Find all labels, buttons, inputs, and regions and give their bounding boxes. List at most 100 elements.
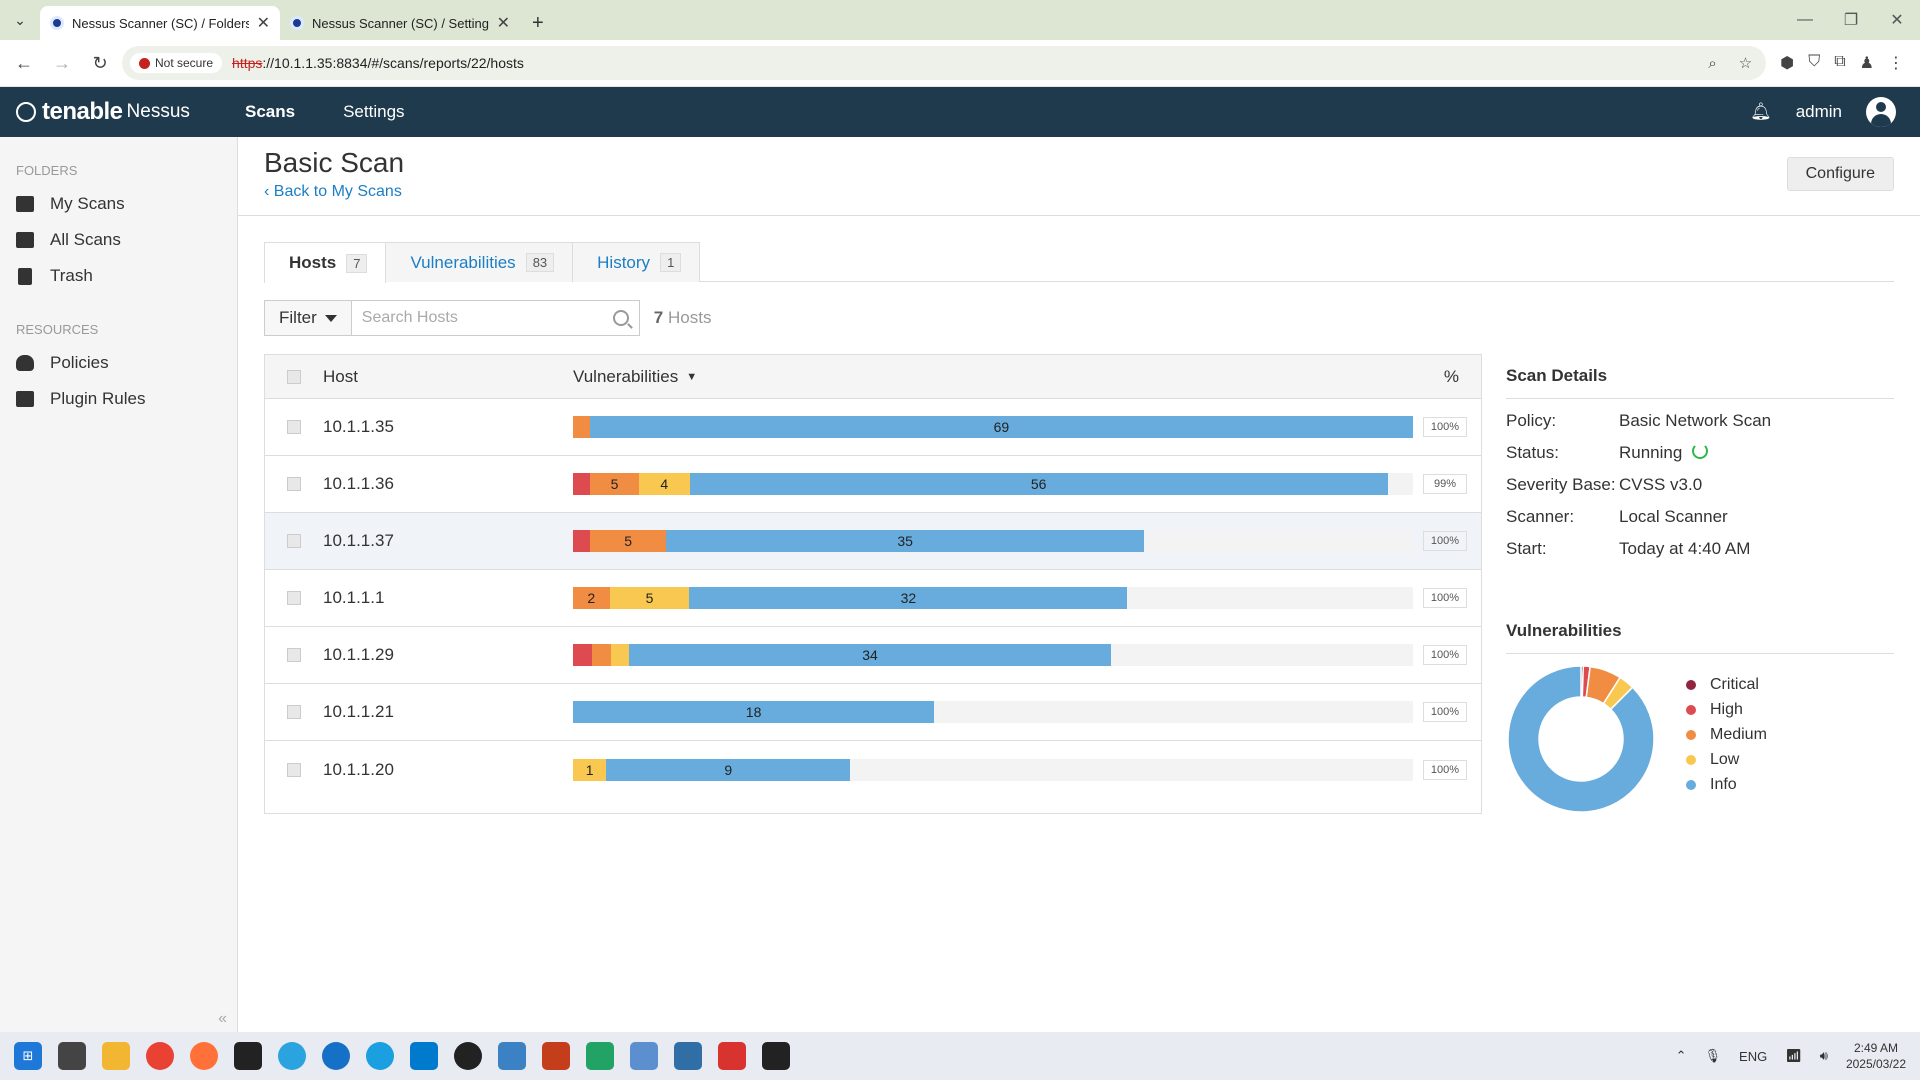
host-ip[interactable]: 10.1.1.36 xyxy=(323,474,394,493)
column-host[interactable]: Host xyxy=(323,366,358,386)
docker-icon[interactable] xyxy=(366,1042,394,1070)
filter-button[interactable]: Filter xyxy=(264,300,352,336)
sidebar-item-my-scans[interactable]: My Scans xyxy=(0,186,237,222)
bar-segment-info[interactable]: 35 xyxy=(666,530,1145,552)
wireshark-icon[interactable] xyxy=(322,1042,350,1070)
vulnerability-bar[interactable]: 69 xyxy=(573,416,1413,438)
bar-segment-info[interactable]: 56 xyxy=(689,473,1388,495)
legend-item[interactable]: High xyxy=(1686,697,1767,722)
donut-slice-info[interactable] xyxy=(1507,665,1655,813)
bar-segment-info[interactable]: 34 xyxy=(629,644,1111,666)
column-vulnerabilities[interactable]: Vulnerabilities ▼ xyxy=(573,366,698,386)
bar-segment-medium[interactable] xyxy=(591,644,611,666)
bar-segment-medium[interactable]: 5 xyxy=(590,473,639,495)
menu-dots-icon[interactable]: ⋮ xyxy=(1888,55,1904,72)
app-icon[interactable] xyxy=(498,1042,526,1070)
url-text[interactable]: https://10.1.1.35:8834/#/scans/reports/2… xyxy=(232,55,524,71)
cmd-icon[interactable] xyxy=(762,1042,790,1070)
bar-segment-high[interactable] xyxy=(573,644,592,666)
bar-segment-medium[interactable]: 5 xyxy=(590,530,667,552)
bar-segment-medium[interactable] xyxy=(573,416,590,438)
row-checkbox[interactable] xyxy=(287,534,301,548)
lang-indicator[interactable]: ENG xyxy=(1739,1048,1768,1064)
zoom-icon[interactable]: ⌕ xyxy=(1708,54,1717,72)
vscode-icon[interactable] xyxy=(410,1042,438,1070)
collapse-sidebar-icon[interactable]: « xyxy=(218,1010,227,1027)
sidebar-item-policies[interactable]: Policies xyxy=(0,345,237,381)
bar-segment-high[interactable] xyxy=(573,473,591,495)
close-tab-icon[interactable]: ✕ xyxy=(496,15,510,32)
table-row[interactable]: 10.1.1.29 34 100% xyxy=(265,627,1481,684)
column-percent[interactable]: % xyxy=(1443,366,1459,386)
legend-item[interactable]: Critical xyxy=(1686,672,1767,697)
nav-scans[interactable]: Scans xyxy=(245,102,296,121)
bell-icon[interactable]: 🔔︎ xyxy=(1750,102,1772,121)
close-window-icon[interactable]: ✕ xyxy=(1890,12,1904,29)
mic-icon[interactable]: 🎙︎ xyxy=(1704,1048,1722,1063)
bar-segment-medium[interactable]: 2 xyxy=(573,587,610,609)
file-explorer-icon[interactable] xyxy=(102,1042,130,1070)
powerpoint-icon[interactable] xyxy=(542,1042,570,1070)
row-checkbox[interactable] xyxy=(287,705,301,719)
row-checkbox[interactable] xyxy=(287,420,301,434)
row-checkbox[interactable] xyxy=(287,477,301,491)
github-icon[interactable] xyxy=(454,1042,482,1070)
search-icon[interactable] xyxy=(612,310,629,326)
bar-segment-info[interactable]: 69 xyxy=(589,416,1413,438)
chrome-icon[interactable] xyxy=(146,1042,174,1070)
vulnerability-bar[interactable]: 5 35 xyxy=(573,530,1413,552)
bar-segment-info[interactable]: 18 xyxy=(573,701,935,723)
wifi-icon[interactable]: 📶︎ xyxy=(1785,1048,1802,1063)
host-ip[interactable]: 10.1.1.37 xyxy=(323,531,394,550)
start-icon[interactable]: ⊞ xyxy=(14,1042,42,1070)
host-ip[interactable]: 10.1.1.35 xyxy=(323,417,394,436)
configure-button[interactable]: Configure xyxy=(1786,157,1894,191)
bar-segment-low[interactable] xyxy=(610,644,630,666)
bar-segment-info[interactable]: 32 xyxy=(689,587,1128,609)
browser-tab-settings[interactable]: Nessus Scanner (SC) / Settings ✕ xyxy=(280,6,520,40)
legend-item[interactable]: Low xyxy=(1686,747,1767,772)
terminal-icon[interactable] xyxy=(234,1042,262,1070)
vulnerability-bar[interactable]: 18 xyxy=(573,701,1413,723)
bar-segment-low[interactable]: 4 xyxy=(638,473,690,495)
vulnerability-bar[interactable]: 34 xyxy=(573,644,1413,666)
tab-hosts[interactable]: Hosts 7 xyxy=(264,242,387,283)
task-view-icon[interactable] xyxy=(58,1042,86,1070)
app-icon[interactable] xyxy=(718,1042,746,1070)
legend-item[interactable]: Info xyxy=(1686,772,1767,797)
vulnerability-bar[interactable]: 2 5 32 xyxy=(573,587,1413,609)
back-link[interactable]: ‹ Back to My Scans xyxy=(264,183,402,200)
table-row[interactable]: 10.1.1.35 69 100% xyxy=(265,399,1481,456)
search-hosts-input[interactable] xyxy=(361,309,613,327)
shield-icon[interactable]: ⛉ xyxy=(1808,53,1821,70)
volume-icon[interactable]: 🔊︎ xyxy=(1819,1048,1828,1063)
omnibox[interactable]: Not secure https://10.1.1.35:8834/#/scan… xyxy=(122,46,1767,80)
app-icon[interactable] xyxy=(586,1042,614,1070)
telegram-icon[interactable] xyxy=(278,1042,306,1070)
user-name[interactable]: admin xyxy=(1795,102,1842,121)
legend-item[interactable]: Medium xyxy=(1686,722,1767,747)
bar-segment-low[interactable]: 1 xyxy=(573,758,607,781)
table-row[interactable]: 10.1.1.20 1 9 100% xyxy=(265,741,1481,798)
nav-settings[interactable]: Settings xyxy=(343,102,405,121)
table-row[interactable]: 10.1.1.21 18 100% xyxy=(265,684,1481,741)
clock[interactable]: 2:49 AM 2025/03/22 xyxy=(1845,1041,1906,1071)
tab-history[interactable]: History 1 xyxy=(572,242,701,282)
table-row[interactable]: 10.1.1.36 5 4 56 99% xyxy=(265,456,1481,513)
sidebar-item-plugin-rules[interactable]: Plugin Rules xyxy=(0,381,237,417)
app-icon[interactable] xyxy=(630,1042,658,1070)
host-ip[interactable]: 10.1.1.29 xyxy=(323,645,394,664)
not-secure-badge[interactable]: Not secure xyxy=(130,53,223,73)
extension-icon[interactable]: ⬢ xyxy=(1780,55,1795,72)
reload-icon[interactable]: ↻ xyxy=(92,52,108,73)
avatar[interactable] xyxy=(1866,97,1896,127)
vulnerability-bar[interactable]: 5 4 56 xyxy=(573,473,1413,495)
bar-segment-high[interactable] xyxy=(573,530,591,552)
chevron-up-icon[interactable]: ⌃ xyxy=(1675,1048,1687,1063)
bar-segment-info[interactable]: 9 xyxy=(606,758,851,781)
bar-segment-low[interactable]: 5 xyxy=(609,587,690,609)
bookmark-star-icon[interactable]: ☆ xyxy=(1738,55,1753,72)
refresh-icon[interactable] xyxy=(1692,443,1709,459)
tenable-logo[interactable]: tenable Nessus xyxy=(0,98,245,126)
